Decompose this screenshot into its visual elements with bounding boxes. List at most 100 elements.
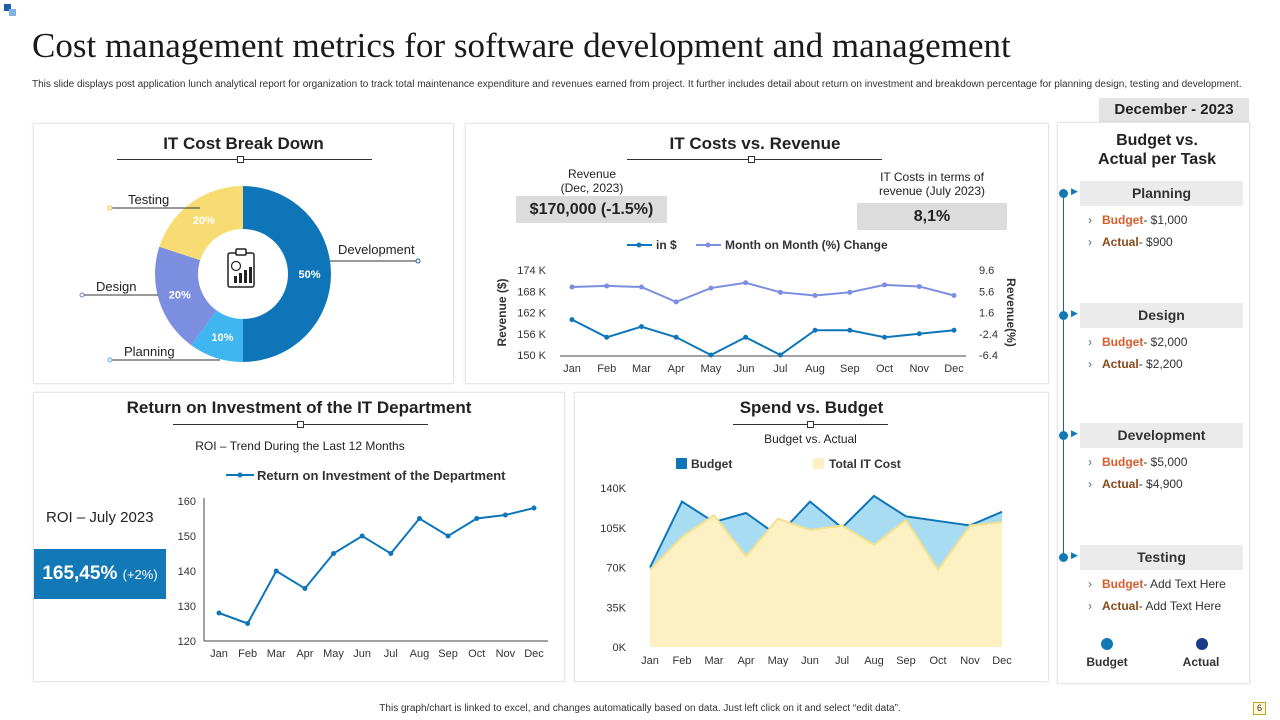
data-point — [777, 289, 783, 295]
x-tick-label: Sep — [438, 648, 458, 660]
x-tick-label: Jul — [835, 655, 849, 667]
donut-category-label: Development — [338, 242, 415, 257]
cost-breakdown-title: IT Cost Break Down — [163, 134, 324, 153]
legend-budget-dot — [1101, 638, 1113, 650]
x-tick-label: Aug — [805, 363, 825, 375]
y-tick-label: 0K — [613, 642, 627, 654]
task-header-development: Development — [1080, 423, 1243, 448]
task-budget-value: Add Text Here — [1150, 577, 1226, 591]
actual-key: Actual — [1102, 477, 1139, 491]
y2-tick-label: 1.6 — [979, 308, 994, 320]
actual-key: Actual — [1102, 599, 1139, 613]
donut-category-label: Design — [96, 279, 136, 294]
legend-swatch-budget — [676, 458, 687, 469]
donut-value-label: 20% — [169, 290, 191, 302]
data-point — [531, 505, 537, 511]
x-tick-label: Dec — [944, 363, 964, 375]
data-point — [474, 516, 480, 521]
data-point — [302, 586, 308, 591]
donut-category-label: Testing — [128, 192, 169, 207]
clipboard-chart-icon — [227, 248, 255, 288]
data-point — [743, 280, 749, 286]
x-tick-label: May — [323, 648, 344, 660]
spend-budget-subtitle: Budget vs. Actual — [764, 432, 857, 446]
x-tick-label: Mar — [705, 655, 724, 667]
legend-marker — [636, 242, 642, 248]
legend-label: Return on Investment of the Department — [257, 468, 506, 483]
timeline-arrow-icon: ▶ — [1071, 186, 1078, 196]
y-tick-label: 140 — [178, 566, 196, 578]
x-tick-label: Jun — [353, 648, 371, 660]
task-card-title: Budget vs. Actual per Task — [1098, 132, 1216, 168]
task-actual-line: › Actual- $900 — [1088, 235, 1173, 249]
itcost-kpi-value: 8,1% — [857, 203, 1007, 230]
y-tick-label: 160 — [178, 496, 196, 508]
y-axis-label: Revenue ($) — [495, 278, 509, 346]
x-tick-label: Apr — [668, 363, 685, 375]
x-tick-label: Oct — [876, 363, 893, 375]
task-actual-line: › Actual- $2,200 — [1088, 357, 1183, 371]
budget-key: Budget — [1102, 213, 1144, 227]
roi-chart-subtitle: ROI – Trend During the Last 12 Months — [195, 439, 405, 453]
task-budget-line: › Budget- Add Text Here — [1088, 577, 1226, 591]
date-badge: December - 2023 — [1099, 98, 1249, 122]
y-tick-label: 168 K — [517, 286, 546, 298]
task-actual-value: Add Text Here — [1145, 599, 1222, 613]
budget-key: Budget — [1102, 577, 1144, 591]
costs-revenue-line-chart: in $ Month on Month (%) Change 150 K 156 K… — [495, 238, 1018, 375]
legend-marker — [237, 472, 243, 478]
y-tick-label: 130 — [178, 601, 196, 613]
x-tick-label: Nov — [960, 655, 980, 667]
spend-budget-area-chart: Budget Total IT Cost 0K 35K 70K 105K 140K Jan F… — [600, 457, 1012, 667]
data-point — [445, 533, 451, 539]
data-point — [777, 352, 783, 358]
x-tick-label: Apr — [737, 655, 754, 667]
y-tick-label: 162 K — [517, 308, 546, 320]
x-tick-label: Feb — [238, 648, 257, 660]
donut-value-label: 10% — [211, 332, 233, 344]
data-point — [847, 327, 853, 333]
x-tick-label: Jan — [641, 655, 659, 667]
x-tick-label: Dec — [992, 655, 1012, 667]
donut-category-label: Planning — [124, 344, 175, 359]
x-tick-label: Jul — [773, 363, 787, 375]
itcost-kpi-label: IT Costs in terms of revenue (July 2023) — [878, 170, 986, 198]
timeline-arrow-icon: ▶ — [1071, 428, 1078, 438]
legend-label: Budget — [691, 457, 732, 471]
cost-breakdown-knob — [237, 156, 244, 163]
costs-revenue-card — [465, 123, 1049, 384]
x-tick-label: Nov — [909, 363, 929, 375]
legend-label: in $ — [656, 238, 677, 252]
x-tick-label: Feb — [673, 655, 692, 667]
x-tick-label: Oct — [468, 648, 485, 660]
task-budget-line: › Budget- $1,000 — [1088, 213, 1188, 227]
task-actual-value: $2,200 — [1146, 357, 1183, 371]
roi-kpi-value: 165,45% — [42, 563, 118, 584]
roi-card — [33, 392, 565, 682]
data-point — [812, 327, 818, 333]
data-point — [847, 289, 853, 295]
legend-marker — [705, 242, 711, 248]
timeline-node-icon — [1059, 553, 1068, 562]
timeline-arrow-icon: ▶ — [1071, 308, 1078, 318]
y-tick-label: 150 K — [517, 350, 546, 362]
series-line-mom-change — [571, 281, 955, 303]
costs-revenue-title: IT Costs vs. Revenue — [669, 134, 841, 153]
spend-budget-title: Spend vs. Budget — [739, 398, 884, 417]
task-actual-line: › Actual- $4,900 — [1088, 477, 1183, 491]
data-point — [916, 331, 922, 337]
x-tick-label: Sep — [896, 655, 916, 667]
roi-kpi-label: ROI – July 2023 — [46, 509, 154, 526]
task-actual-value: $900 — [1146, 235, 1173, 249]
page-number: 6 — [1253, 702, 1266, 715]
data-point — [388, 551, 394, 556]
legend-actual-label: Actual — [1182, 655, 1220, 669]
timeline-node-icon — [1059, 431, 1068, 440]
x-tick-label: May — [768, 655, 789, 667]
y-tick-label: 105K — [600, 523, 626, 535]
legend-label: Month on Month (%) Change — [725, 238, 888, 252]
chevron-right-icon: › — [1088, 577, 1092, 591]
costs-revenue-knob — [748, 156, 755, 163]
x-tick-label: Jan — [563, 363, 581, 375]
donut-slice-planning — [191, 310, 243, 362]
